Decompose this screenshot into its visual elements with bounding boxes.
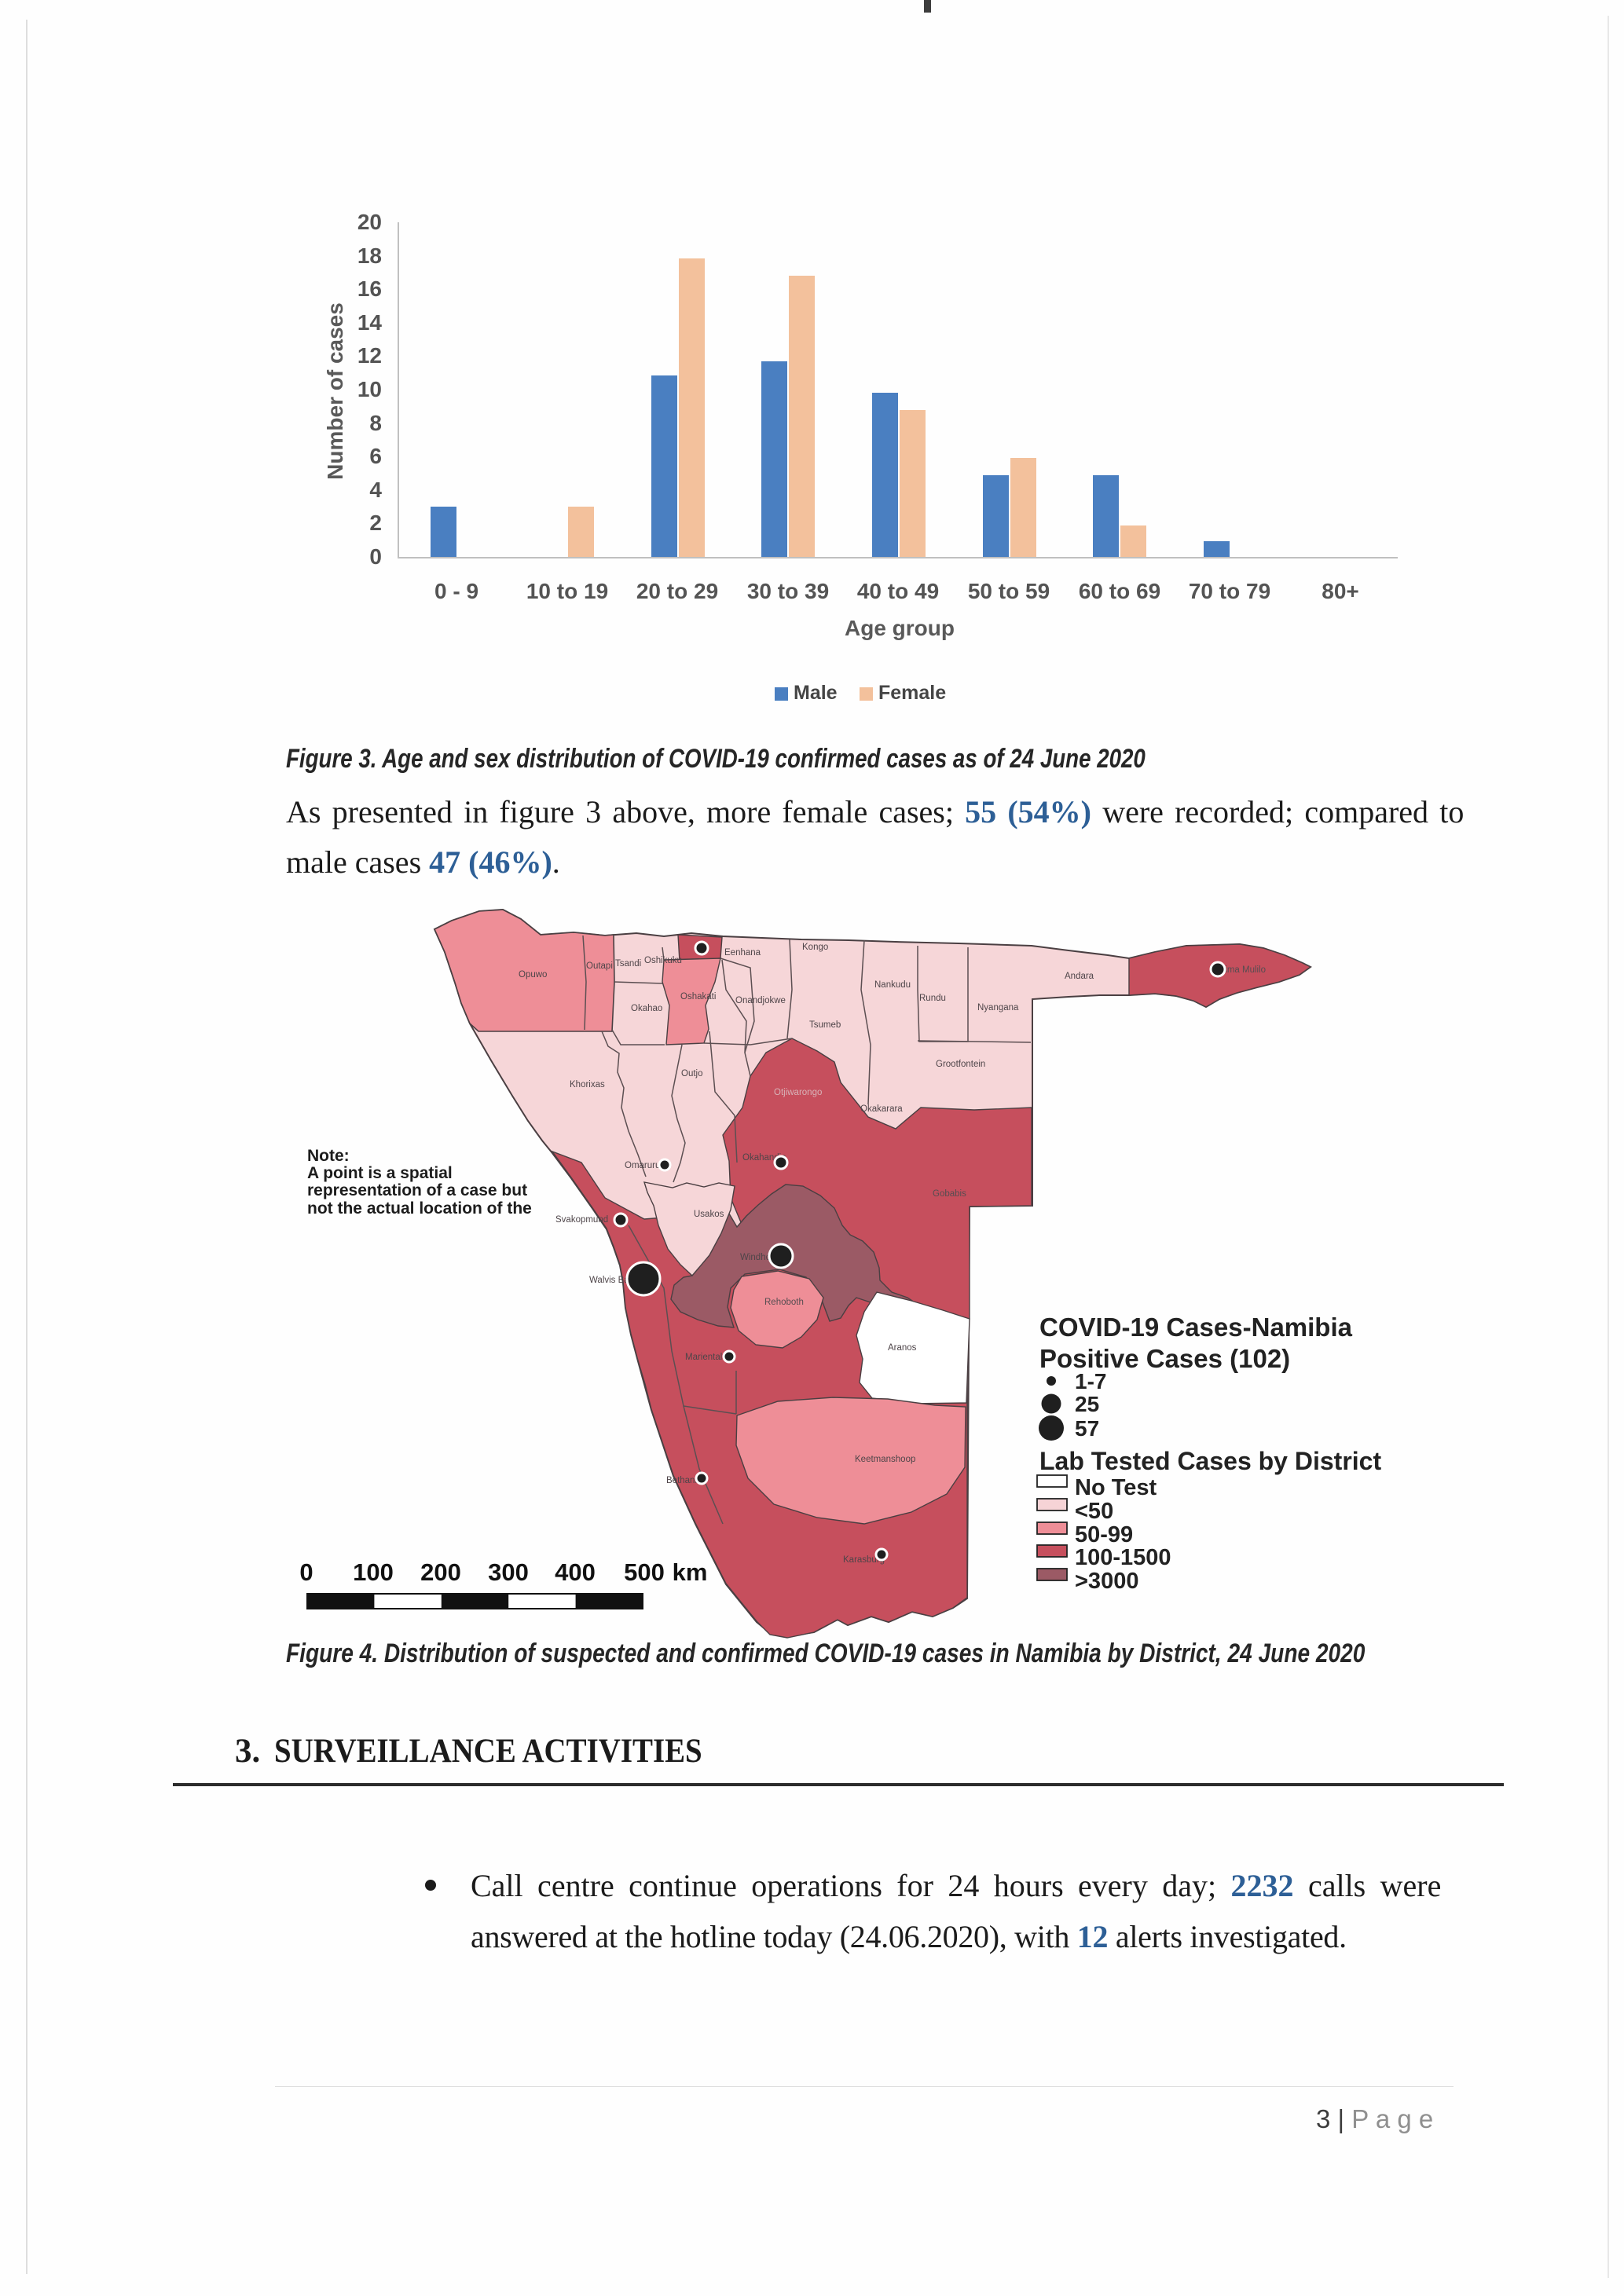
svg-text:Grootfontein: Grootfontein xyxy=(936,1060,985,1069)
svg-text:Gobabis: Gobabis xyxy=(933,1189,966,1199)
svg-text:Opuwo: Opuwo xyxy=(519,970,547,980)
svg-text:200: 200 xyxy=(420,1558,461,1586)
svg-text:100-1500: 100-1500 xyxy=(1075,1545,1171,1570)
svg-text:Kongo: Kongo xyxy=(802,943,828,952)
svg-text:57: 57 xyxy=(1075,1416,1099,1441)
svg-text:<50: <50 xyxy=(1075,1499,1113,1524)
svg-text:Khorixas: Khorixas xyxy=(570,1080,605,1089)
svg-text:Lab Tested Cases by District: Lab Tested Cases by District xyxy=(1039,1447,1381,1475)
svg-text:100: 100 xyxy=(353,1558,394,1586)
svg-text:500: 500 xyxy=(624,1558,665,1586)
svg-text:>3000: >3000 xyxy=(1075,1569,1138,1594)
svg-text:Positive Cases (102): Positive Cases (102) xyxy=(1039,1344,1290,1373)
svg-text:25: 25 xyxy=(1075,1392,1099,1416)
svg-text:Svakopmund: Svakopmund xyxy=(555,1215,608,1225)
svg-text:representation of a case but: representation of a case but xyxy=(307,1181,527,1199)
svg-text:Tsandi: Tsandi xyxy=(615,959,641,969)
svg-text:Usakos: Usakos xyxy=(694,1210,724,1219)
svg-text:Outjo: Outjo xyxy=(681,1069,703,1078)
svg-text:Walvis Bay: Walvis Bay xyxy=(589,1276,634,1285)
svg-text:Omaruru: Omaruru xyxy=(625,1161,660,1170)
svg-text:Note:: Note: xyxy=(307,1147,350,1165)
svg-text:Mariental: Mariental xyxy=(685,1353,722,1362)
svg-text:Nyangana: Nyangana xyxy=(977,1003,1019,1013)
svg-text:Keetmanshoop: Keetmanshoop xyxy=(855,1455,915,1464)
svg-text:Rundu: Rundu xyxy=(919,994,946,1003)
svg-text:Tsumeb: Tsumeb xyxy=(809,1020,841,1030)
svg-text:No Test: No Test xyxy=(1075,1475,1157,1500)
svg-text:Andara: Andara xyxy=(1065,972,1094,981)
svg-text:Otjiwarongo: Otjiwarongo xyxy=(774,1088,822,1097)
svg-text:Aranos: Aranos xyxy=(888,1343,917,1353)
svg-text:km: km xyxy=(673,1558,708,1586)
svg-text:1-7: 1-7 xyxy=(1075,1369,1106,1393)
svg-text:Eenhana: Eenhana xyxy=(724,948,761,958)
svg-text:0: 0 xyxy=(299,1558,313,1586)
svg-text:300: 300 xyxy=(488,1558,529,1586)
svg-text:not the actual location of the: not the actual location of the xyxy=(307,1199,532,1218)
svg-text:50-99: 50-99 xyxy=(1075,1522,1133,1547)
svg-text:Rehoboth: Rehoboth xyxy=(764,1298,804,1307)
svg-text:Okahao: Okahao xyxy=(631,1004,662,1013)
svg-text:Onandjokwe: Onandjokwe xyxy=(735,996,786,1005)
svg-text:Okakarara: Okakarara xyxy=(860,1104,903,1114)
svg-text:Karasburg: Karasburg xyxy=(843,1555,885,1565)
svg-text:Oshikuku: Oshikuku xyxy=(644,956,682,965)
svg-text:Nankudu: Nankudu xyxy=(874,980,911,990)
svg-text:A point is a spatial: A point is a spatial xyxy=(307,1164,453,1182)
svg-text:400: 400 xyxy=(555,1558,596,1586)
svg-text:Oshakati: Oshakati xyxy=(680,992,716,1002)
svg-text:COVID-19 Cases-Namibia: COVID-19 Cases-Namibia xyxy=(1039,1313,1353,1342)
svg-text:Outapi: Outapi xyxy=(586,961,613,971)
